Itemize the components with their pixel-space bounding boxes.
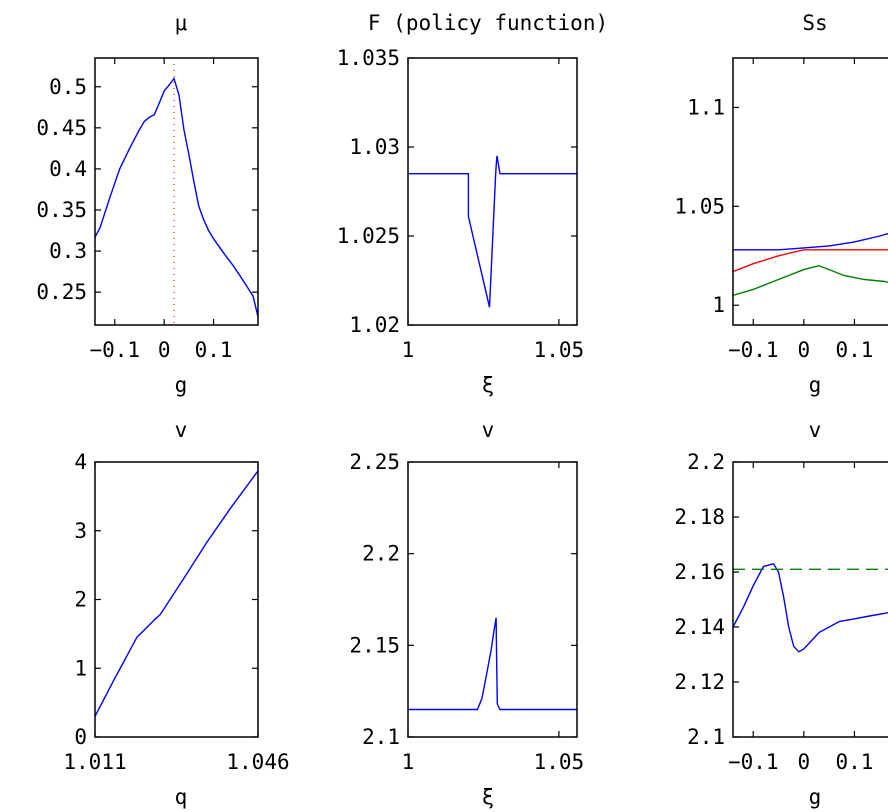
subplot-title: v (809, 418, 822, 442)
series-line-1 (733, 562, 888, 653)
y-tick-label: 0 (74, 725, 87, 749)
y-tick-label: 0.4 (49, 157, 87, 181)
x-tick-label: 0.1 (835, 750, 873, 774)
x-tick-label: 0.1 (195, 338, 233, 362)
y-tick-label: 2.15 (349, 633, 400, 657)
axes-frame (732, 461, 888, 738)
y-tick-label: 1 (74, 656, 87, 680)
subplot-6: v g 2.1 2.12 2.14 2.16 2.18 2.2 −0.1 0 0.1 (674, 418, 888, 809)
axes-frame (407, 461, 578, 738)
subplot-title: v (482, 418, 495, 442)
subplot-title: Ss (802, 11, 827, 35)
y-tick-label: 0.5 (49, 75, 87, 99)
x-tick-label: 0 (158, 338, 171, 362)
y-tick-label: 1.05 (674, 194, 725, 218)
series-line-1 (408, 155, 577, 308)
subplot-title: v (175, 418, 188, 442)
x-tick-label: −0.1 (89, 338, 140, 362)
y-tick-label: 1.035 (337, 46, 400, 70)
y-tick-label: 2.16 (674, 560, 725, 584)
series-line-1 (733, 232, 888, 251)
series-line-2 (733, 249, 888, 273)
y-tick-label: 1.02 (349, 313, 400, 337)
y-tick-label: 4 (74, 450, 87, 474)
subplot-1: μ g 0.25 0.3 0.35 0.4 0.45 0.5 −0.1 0 0.1 (36, 11, 259, 397)
series-line-3 (733, 264, 888, 296)
x-axis-label: g (809, 785, 822, 809)
y-tick-label: 2.25 (349, 450, 400, 474)
subplot-2: F (policy function) ξ 1.02 1.025 1.03 1.035 1 1… (337, 11, 608, 397)
x-tick-label: 0 (798, 750, 811, 774)
y-tick-label: 2.1 (362, 725, 400, 749)
x-tick-label: 1 (402, 338, 415, 362)
y-tick-label: 0.35 (36, 198, 87, 222)
y-tick-label: 0.45 (36, 116, 87, 140)
axes-frame (732, 57, 888, 326)
x-tick-label: −0.1 (728, 338, 779, 362)
subplot-5: v ξ 2.1 2.15 2.2 2.25 1 1.05 (349, 418, 584, 809)
x-axis-label: ξ (482, 373, 495, 397)
y-tick-label: 1 (712, 293, 725, 317)
x-tick-label: 1.011 (63, 750, 126, 774)
series-line-1 (95, 76, 258, 317)
x-tick-label: −0.1 (728, 750, 779, 774)
x-tick-label: 0 (798, 338, 811, 362)
y-tick-label: 1.1 (687, 95, 725, 119)
axes-frame (94, 57, 259, 326)
subplot-3: Ss g 1 1.05 1.1 −0.1 0 0.1 (674, 11, 888, 397)
subplot-4: v q 0 1 2 3 4 1.011 1.046 (63, 418, 289, 809)
y-tick-label: 3 (74, 519, 87, 543)
y-tick-label: 1.025 (337, 224, 400, 248)
series-line-1 (408, 617, 577, 711)
x-tick-label: 1.05 (534, 750, 585, 774)
axes-frame (407, 57, 578, 326)
x-axis-label: g (175, 373, 188, 397)
y-tick-label: 1.03 (349, 135, 400, 159)
subplot-title: F (policy function) (368, 11, 608, 35)
y-tick-label: 2.2 (687, 450, 725, 474)
y-tick-label: 0.25 (36, 280, 87, 304)
x-axis-label: g (809, 373, 822, 397)
x-tick-label: 1.046 (226, 750, 289, 774)
x-tick-label: 1 (402, 750, 415, 774)
x-tick-label: 1.05 (534, 338, 585, 362)
series-line-1 (95, 470, 258, 717)
subplot-title: μ (175, 11, 188, 35)
y-tick-label: 2.14 (674, 615, 725, 639)
y-tick-label: 2.18 (674, 505, 725, 529)
y-tick-label: 2 (74, 588, 87, 612)
y-tick-label: 2.1 (687, 725, 725, 749)
x-axis-label: ξ (482, 785, 495, 809)
y-tick-label: 2.12 (674, 670, 725, 694)
y-tick-label: 2.2 (362, 542, 400, 566)
x-axis-label: q (175, 785, 188, 809)
x-tick-label: 0.1 (835, 338, 873, 362)
y-tick-label: 0.3 (49, 239, 87, 263)
